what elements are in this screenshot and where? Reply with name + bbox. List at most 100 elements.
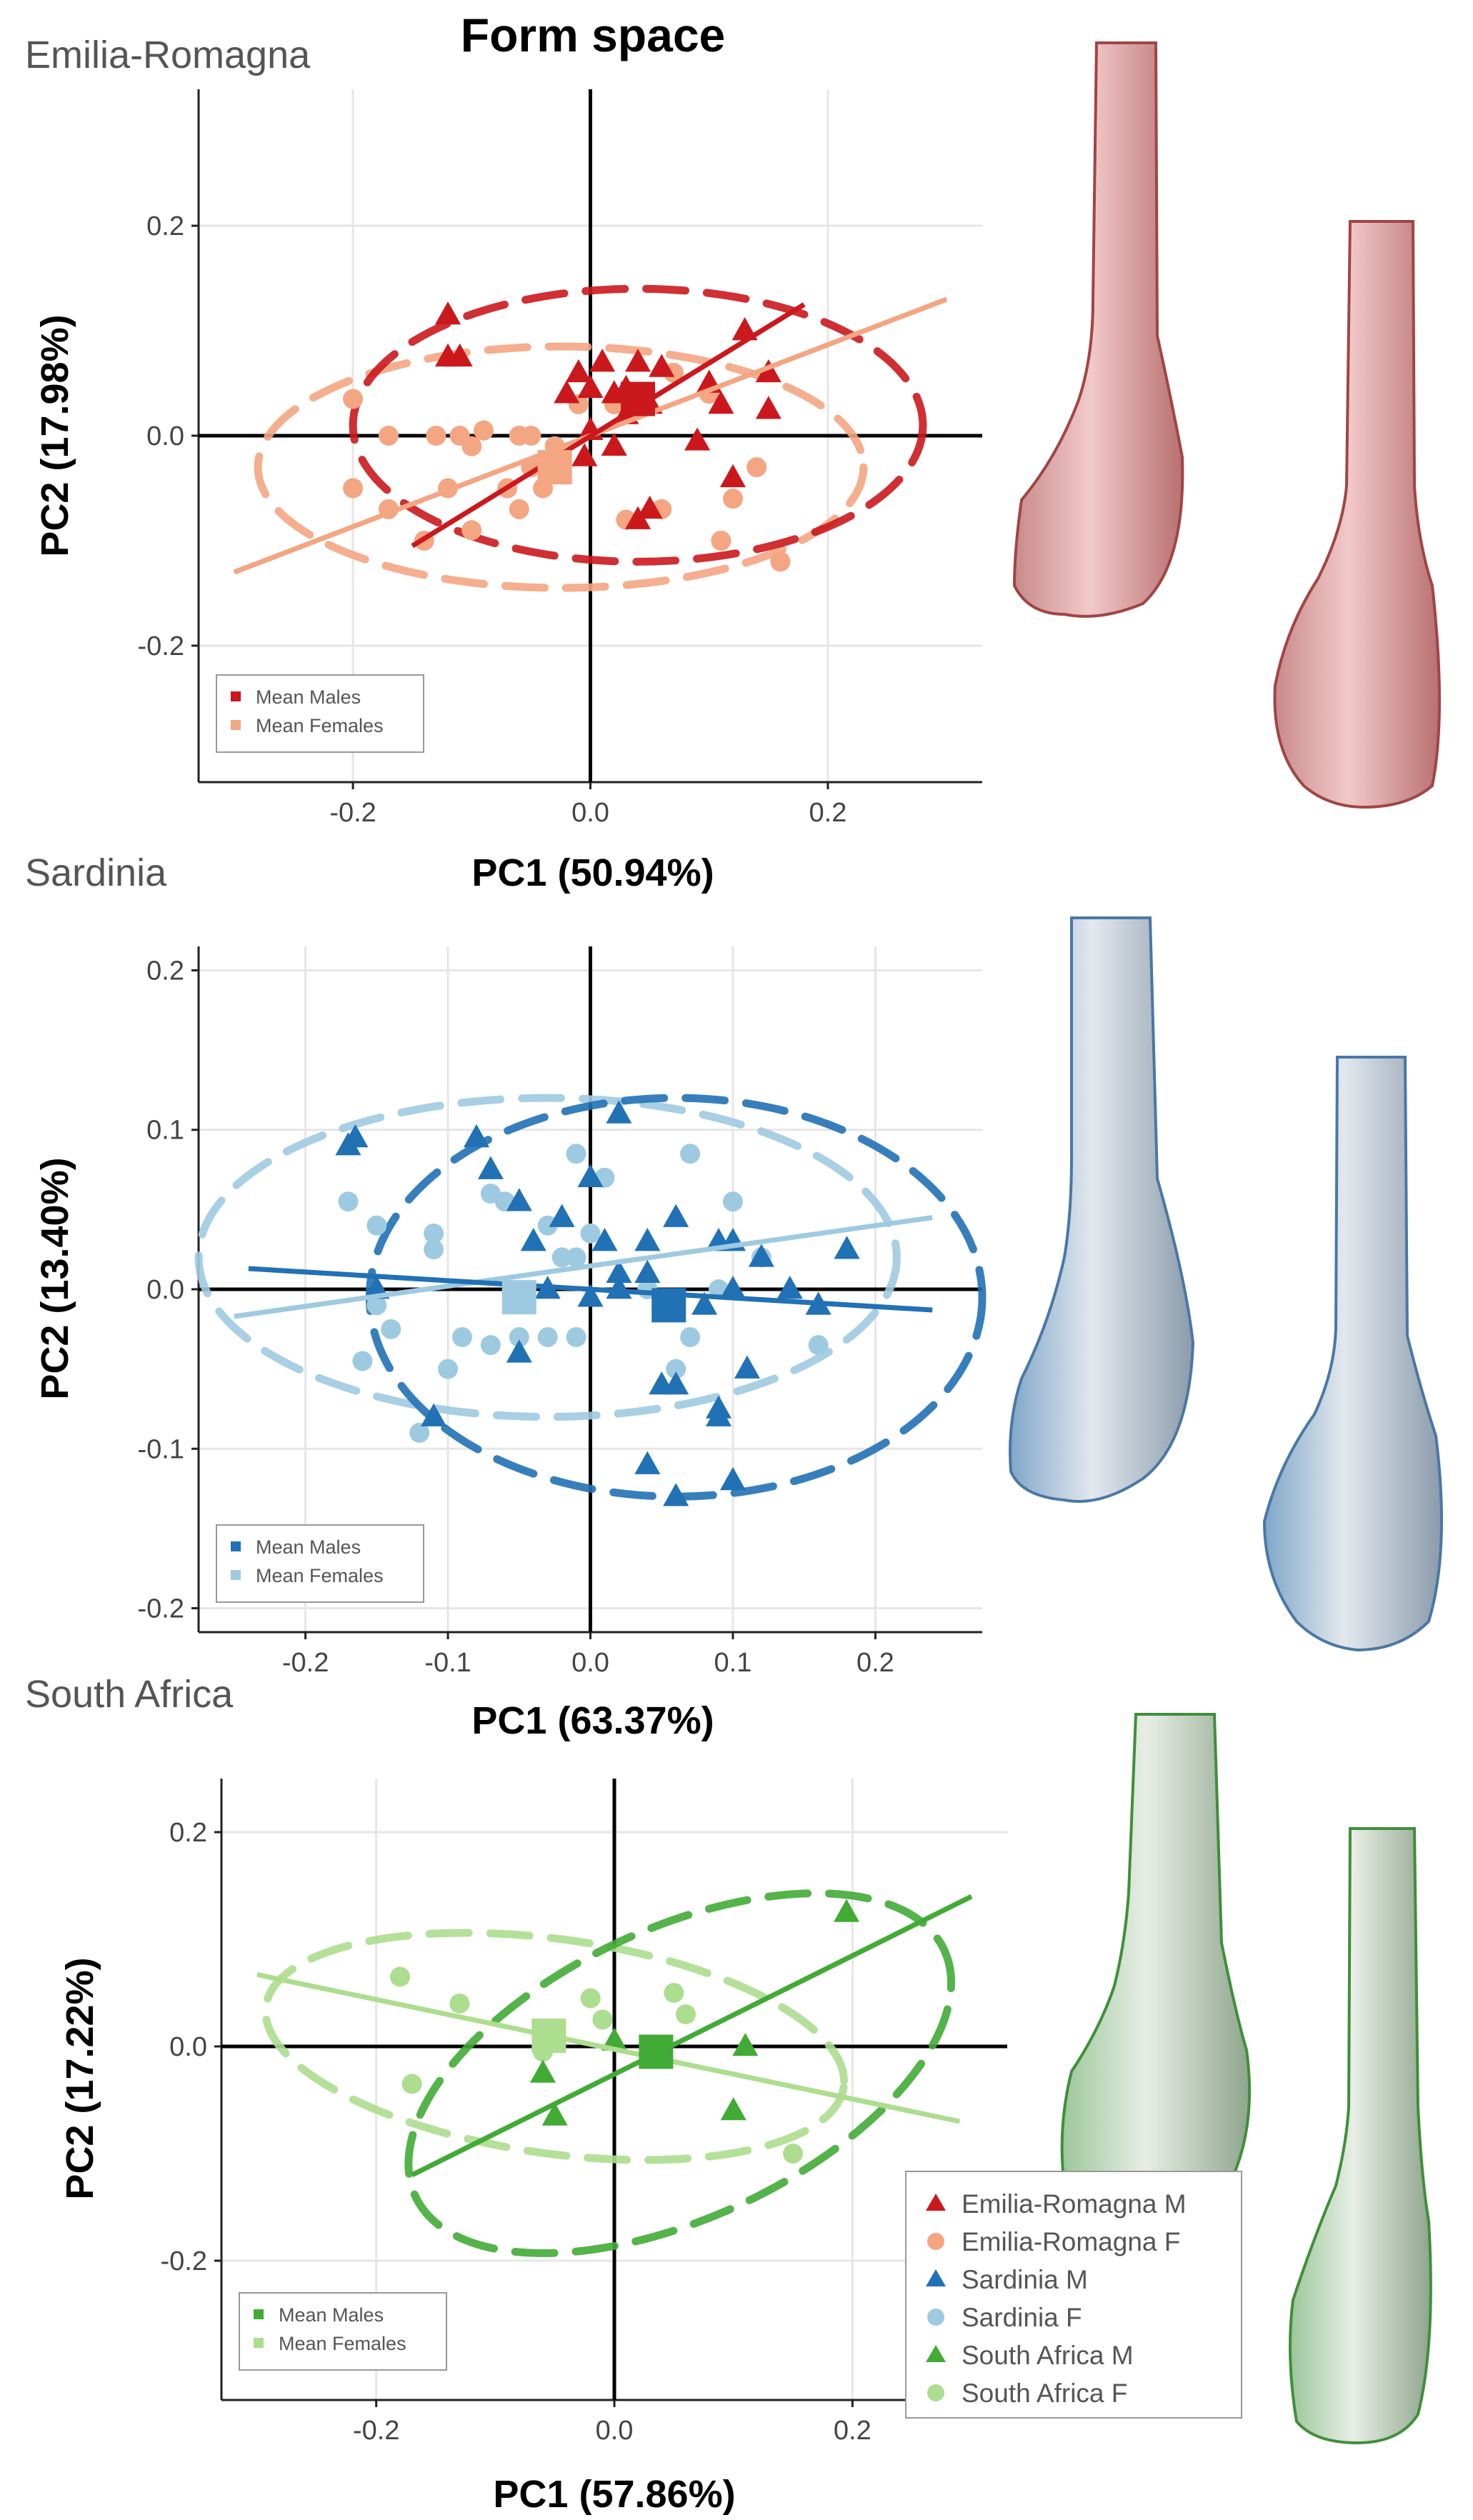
male-point [833,1899,860,1922]
female-point [424,1239,444,1260]
female-point [808,1335,829,1356]
male-point [624,349,651,372]
female-point [449,1994,470,2014]
legend-entry-label: Sardinia M [962,2265,1088,2294]
female-point [438,1359,459,1379]
y-tick-label: -0.2 [138,1594,184,1624]
group-legend-box [905,2171,1242,2419]
legend-key-male [254,2309,264,2319]
mean-legend-box [216,674,424,753]
bone-3d-render-icon [1012,41,1184,618]
female-point [461,520,482,541]
female-ellipse [194,1094,901,1421]
male-point [834,1236,860,1259]
male-point [601,432,627,456]
legend-circle-marker [927,2233,944,2250]
panel-2: South Africa -0.2 0.0 0.2 -0.2 0.0 0.2 PC1 (57.… [25,1673,1007,2516]
bone-render-southafrica-1 [1060,1713,1252,2224]
male-point [719,1276,747,1299]
mean-female-marker [537,450,572,485]
bone-render-sardinia-1 [1009,916,1195,1503]
y-tick-label: -0.1 [138,1434,184,1464]
male-point [565,359,591,383]
x-tick-label: -0.2 [329,798,376,828]
female-point [711,530,731,551]
female-point [509,499,529,519]
mean-male-marker [620,381,655,416]
x-tick-label: 0.2 [857,1648,894,1678]
male-point [606,1259,632,1283]
x-tick-label: 0.0 [571,798,609,828]
y-axis-title: PC2 (13.40%) [34,1157,76,1399]
legend-triangle-marker [926,2269,946,2286]
male-point [577,1284,604,1307]
female-point [451,1326,472,1347]
bone-render-sardinia-2 [1262,1056,1443,1652]
female-point [473,420,494,441]
male-trend-line [411,302,806,549]
male-point [663,1483,689,1506]
bone-render-emilia-1 [1012,41,1184,618]
female-point [551,1247,572,1268]
bone-render-emilia-2 [1273,220,1441,809]
mean-female-marker [531,2019,566,2053]
male-ellipse [349,284,927,566]
y-tick-label: 0.2 [146,211,184,241]
bone-3d-render-icon [1262,1056,1443,1652]
male-point [335,1132,361,1156]
male-point [577,374,604,399]
male-point [719,1466,747,1491]
male-point [705,1403,732,1426]
female-point [592,2009,613,2030]
male-trend-line [248,1266,933,1313]
female-point [366,1215,387,1236]
female-point [566,1247,586,1268]
legend-key-female [254,2338,264,2348]
x-tick-label: -0.1 [424,1648,471,1678]
mean-male-marker [639,2034,674,2069]
panel-label: Sardinia [25,851,167,894]
male-point [421,1403,447,1426]
male-point [529,2059,556,2083]
y-axis-title: PC2 (17.22%) [59,1957,101,2199]
male-point [554,380,580,404]
male-point [708,390,734,414]
male-point [541,2102,568,2126]
panel-label: Emilia-Romagna [25,34,311,76]
y-tick-label: 0.1 [146,1116,184,1146]
panel-label: South Africa [25,1673,234,1716]
legend-triangle-marker [926,2345,946,2362]
female-point [509,1326,529,1347]
male-ellipse [404,1889,956,2257]
female-point [381,1319,401,1339]
male-point [691,1291,718,1315]
female-point [537,1215,558,1236]
legend-label-mean-males: Mean Males [256,1536,361,1558]
legend-label-mean-males: Mean Males [279,2304,384,2326]
male-point [649,1371,675,1395]
female-trend-line [234,1215,933,1319]
male-point [506,1188,532,1211]
male-point [463,1124,489,1148]
male-point [719,464,747,488]
female-point [424,1223,444,1244]
male-point [477,1156,504,1179]
legend-entry-label: Sardinia F [962,2303,1082,2332]
legend-entry-label: South Africa F [962,2379,1127,2408]
female-point [366,1295,387,1316]
female-point [521,426,541,446]
legend-label-mean-females: Mean Females [256,715,384,736]
x-tick-label: 0.0 [571,1648,609,1678]
female-point [722,1191,743,1212]
y-tick-label: 0.0 [146,421,184,451]
y-tick-label: 0.2 [169,1818,207,1848]
female-point [783,2144,803,2164]
legend-circle-marker [927,2384,944,2401]
female-point [566,1326,586,1347]
male-point [434,301,461,325]
male-point [606,1100,632,1124]
male-point [734,1355,760,1379]
female-point [680,1326,701,1347]
male-point [684,427,711,451]
